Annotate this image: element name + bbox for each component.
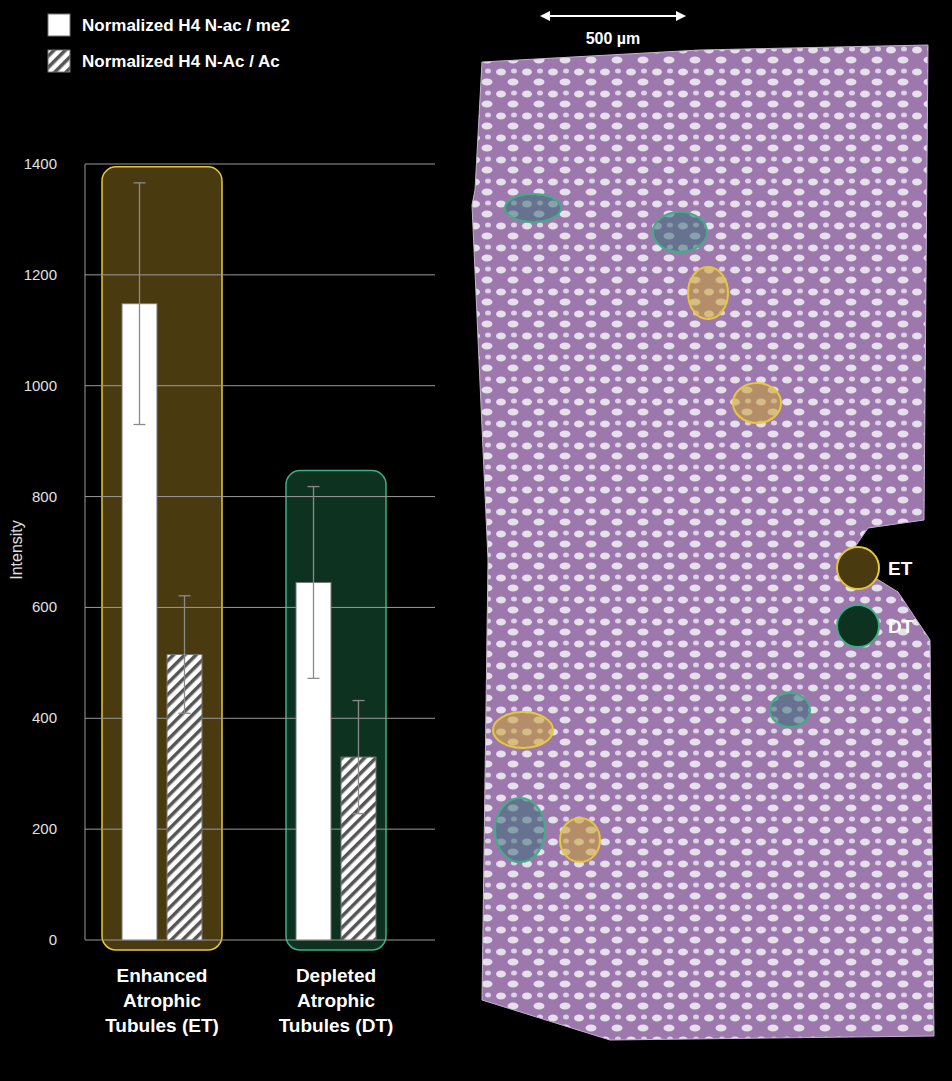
region-legend-swatch <box>837 605 879 647</box>
legend-swatch <box>48 14 70 36</box>
tick-label: 0 <box>49 931 57 948</box>
et-region <box>493 712 553 748</box>
scale-label: 500 µm <box>586 30 641 47</box>
error-bar <box>134 183 146 425</box>
dt-region <box>505 194 561 222</box>
dt-region <box>770 693 810 727</box>
error-cap <box>179 713 191 714</box>
error-stem <box>358 701 359 814</box>
legend-label: Normalized H4 N-Ac / Ac <box>82 52 280 71</box>
region-legend-label: ET <box>888 558 913 579</box>
et-region <box>688 267 728 319</box>
label-line: Atrophic <box>123 990 202 1011</box>
error-stem <box>139 183 140 425</box>
error-stem <box>313 487 314 679</box>
background <box>0 0 952 1081</box>
category-label: Depleted Atrophic Tubules (DT) <box>279 965 394 1036</box>
label-line: Atrophic <box>297 990 376 1011</box>
label-line: Enhanced <box>117 965 208 986</box>
grid-line <box>85 164 435 165</box>
bars <box>122 183 376 940</box>
error-cap <box>179 595 191 596</box>
error-stem <box>184 596 185 714</box>
error-cap <box>308 486 320 487</box>
tick-label: 1000 <box>24 377 57 394</box>
tissue-section <box>472 45 934 1040</box>
et-region <box>560 818 600 862</box>
axis-title: Intensity <box>8 520 25 580</box>
arrow-head <box>676 11 686 21</box>
scale-bar <box>540 11 686 21</box>
legend-label: Normalized H4 N-ac / me2 <box>82 16 290 35</box>
label-line: Tubules (DT) <box>279 1015 394 1036</box>
category-panel <box>286 471 386 950</box>
figure: 0 200 400 600 800 1000 1200 1400 Intensity Enhanc… <box>0 0 952 1081</box>
tick-label: 1400 <box>24 155 57 172</box>
label-line: Tubules (ET) <box>105 1015 219 1036</box>
error-cap <box>308 678 320 679</box>
dt-region <box>653 212 707 252</box>
region-legend-swatch <box>837 547 879 589</box>
category-panel <box>102 167 222 950</box>
legend-swatch <box>48 50 70 72</box>
error-bar <box>353 701 365 814</box>
error-cap <box>353 700 365 701</box>
scale-line <box>546 15 680 17</box>
category-label: Enhanced Atrophic Tubules (ET) <box>105 965 219 1036</box>
grid-line <box>85 274 435 275</box>
tick-label: 200 <box>32 820 57 837</box>
tick-label: 600 <box>32 598 57 615</box>
region-legend-label: DT <box>888 616 914 637</box>
error-bar <box>179 596 191 714</box>
dt-region <box>495 798 545 862</box>
tick-label: 1200 <box>24 266 57 283</box>
error-cap <box>353 813 365 814</box>
arrow-head <box>540 11 550 21</box>
error-cap <box>134 182 146 183</box>
tick-label: 800 <box>32 488 57 505</box>
axis-line <box>85 164 86 940</box>
label-line: Depleted <box>296 965 376 986</box>
error-bar <box>308 487 320 679</box>
et-region <box>733 383 781 423</box>
error-cap <box>134 424 146 425</box>
tick-label: 400 <box>32 709 57 726</box>
